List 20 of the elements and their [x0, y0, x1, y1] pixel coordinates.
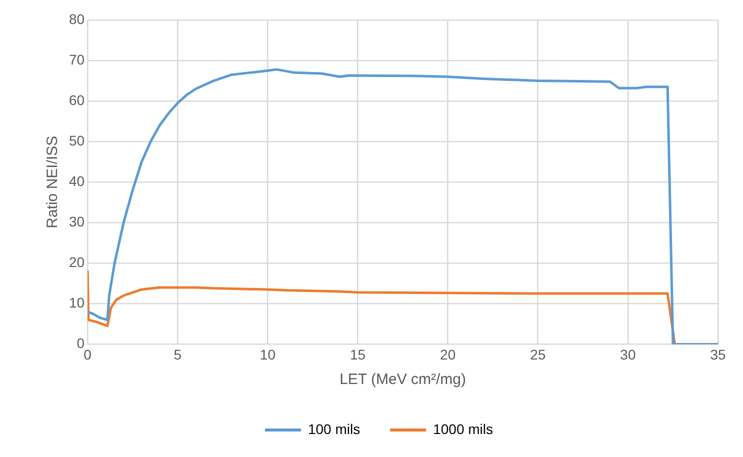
y-axis-title: Ratio NEI/ISS — [44, 136, 62, 228]
x-tick-label: 25 — [530, 346, 546, 362]
y-tick-label: 80 — [68, 10, 85, 27]
x-tick-label: 15 — [350, 346, 366, 362]
y-tick-label: 30 — [68, 213, 85, 230]
x-tick-label: 35 — [710, 346, 726, 362]
y-tick-label: 60 — [68, 92, 85, 108]
x-tick-label: 5 — [174, 346, 182, 362]
y-tick-label: 70 — [68, 51, 85, 68]
y-tick-label: 40 — [68, 172, 85, 189]
y-tick-label: 20 — [68, 254, 85, 270]
y-tick-label: 10 — [68, 294, 85, 311]
y-tick-label: 50 — [68, 132, 85, 148]
y-tick-label: 0 — [76, 335, 85, 352]
x-tick-label: 20 — [440, 346, 456, 362]
x-tick-label: 30 — [620, 346, 636, 362]
x-axis-title: LET (MeV cm²/mg) — [340, 371, 466, 388]
legend-label: 100 mils — [308, 420, 360, 437]
legend-label: 1000 mils — [433, 420, 494, 437]
x-tick-label: 10 — [260, 346, 276, 362]
